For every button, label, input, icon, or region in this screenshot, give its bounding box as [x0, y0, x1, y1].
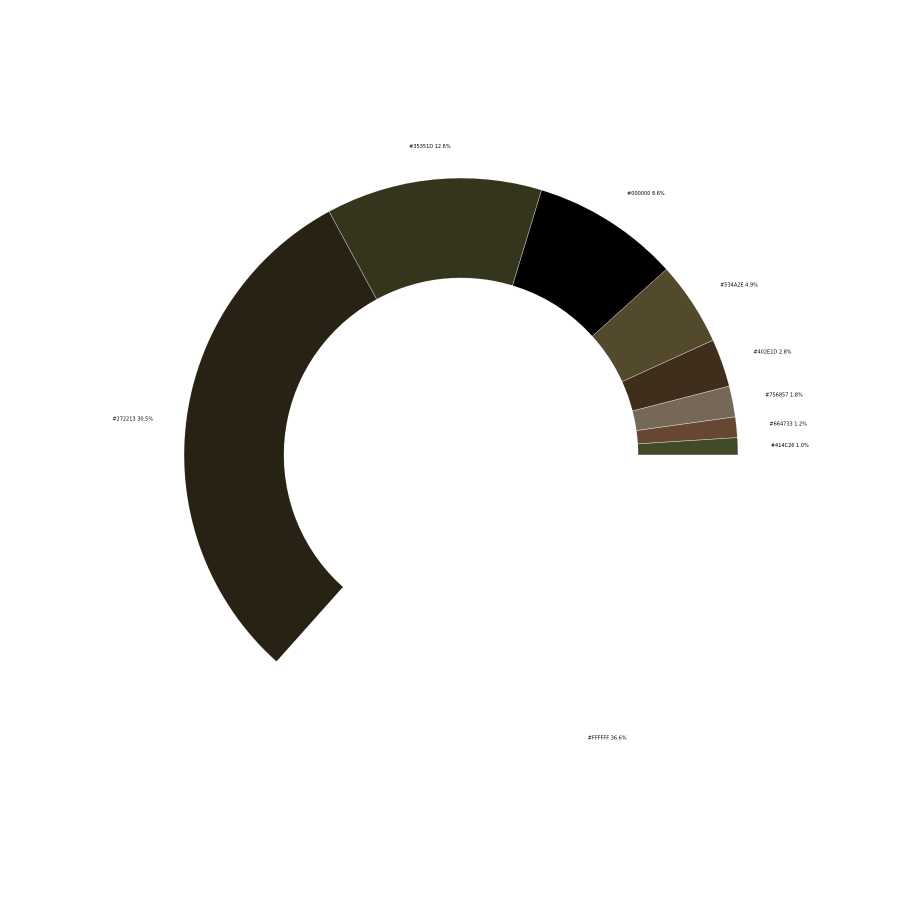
slice-label-414c26: #414C26 1.0% — [771, 443, 809, 449]
slice-label-272213: #272213 30.5% — [112, 417, 153, 423]
slice-414c26 — [637, 437, 739, 456]
slice-label-000000: #000000 8.6% — [627, 191, 665, 197]
slice-272213 — [183, 211, 377, 662]
slice-labels: #FFFFFF 36.6% #272213 30.5% #35351D 12.6% #… — [112, 144, 809, 741]
slice-ffffff — [276, 454, 739, 733]
slice-label-35351d: #35351D 12.6% — [409, 144, 451, 150]
donut-slices — [183, 177, 739, 733]
slice-label-534a2e: #534A2E 4.9% — [720, 282, 758, 288]
slice-label-664733: #664733 1.2% — [769, 421, 807, 427]
slice-label-756857: #756857 1.8% — [765, 392, 803, 398]
slice-label-402e1d: #402E1D 2.8% — [753, 349, 791, 355]
slice-label-ffffff: #FFFFFF 36.6% — [588, 735, 627, 741]
